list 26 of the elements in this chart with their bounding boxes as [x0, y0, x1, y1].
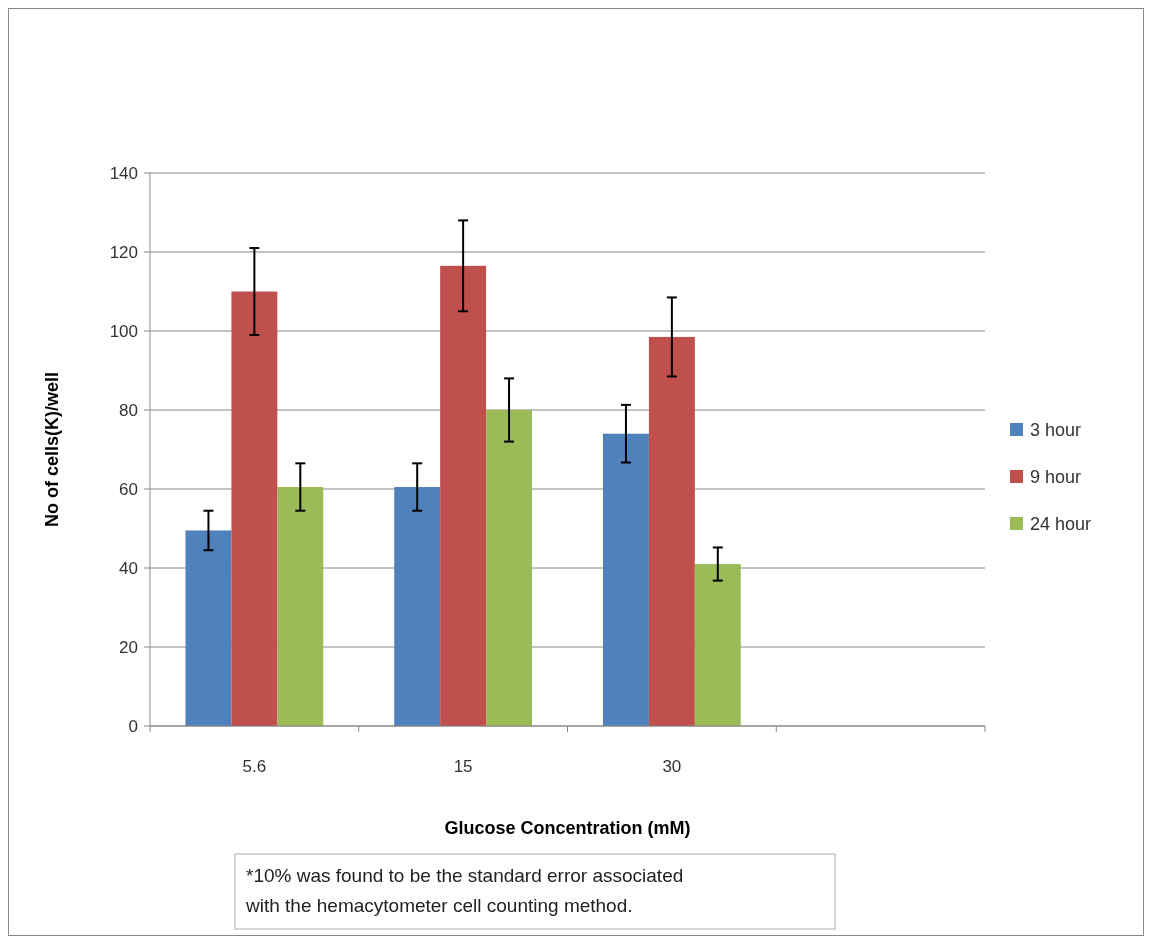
y-tick-label: 80: [119, 400, 138, 420]
text: *10% was found to be the standard error associated with the hemacytometer cell counting method.: [245, 865, 684, 916]
bar: [694, 564, 741, 726]
y-axis-title: No of cells(K)/well: [42, 371, 62, 528]
bar: [277, 487, 324, 726]
y-tick-label: 140: [109, 163, 138, 183]
y-tick-label: 100: [109, 321, 138, 341]
y-tick-label: 20: [119, 637, 138, 657]
legend-label: 3 hour: [1030, 420, 1082, 441]
bar: [486, 410, 533, 726]
bar: [394, 487, 441, 726]
bar: [231, 291, 278, 726]
legend-label: 9 hour: [1030, 467, 1082, 488]
y-tick-label: 120: [109, 242, 138, 262]
x-tick-label: 5.6: [242, 757, 267, 776]
x-axis-title: Glucose Concentration (mM): [444, 818, 691, 838]
bar: [440, 265, 487, 726]
y-tick-label: 0: [128, 716, 138, 736]
bar: [185, 530, 232, 726]
bar: [648, 336, 695, 726]
x-tick-label: 15: [453, 757, 473, 776]
y-tick-label: 60: [119, 479, 138, 499]
x-tick-label: 30: [662, 757, 682, 776]
legend-label: 24 hour: [1030, 514, 1092, 535]
bar: [602, 433, 649, 726]
y-tick-label: 40: [119, 558, 138, 578]
